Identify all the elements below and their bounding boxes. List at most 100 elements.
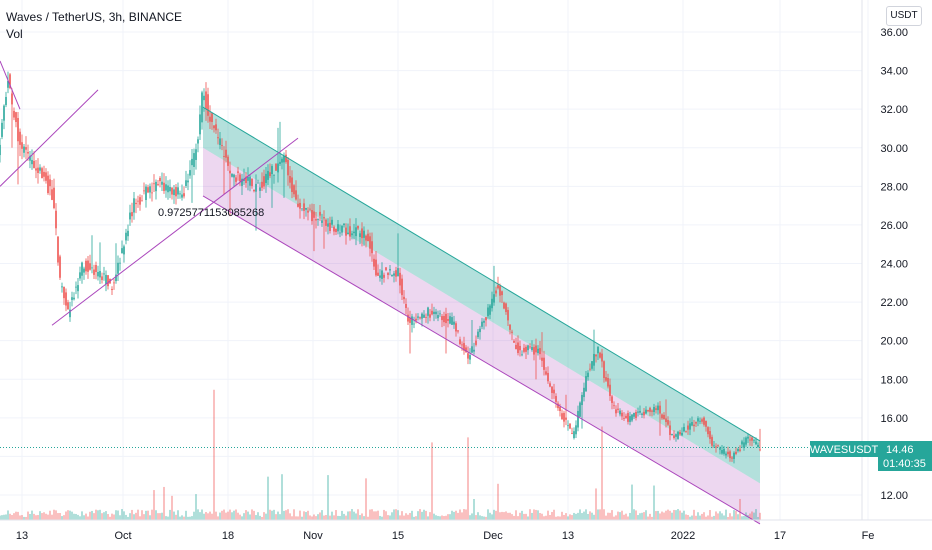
volume-bar — [1, 515, 3, 520]
volume-bar — [65, 511, 67, 520]
price-tag: WAVESUSDT 14.46 01:40:35 — [810, 441, 932, 471]
candle-body — [325, 219, 327, 226]
time-tick-label: Oct — [114, 530, 131, 542]
volume-bar — [171, 495, 173, 520]
candle-body — [397, 268, 399, 277]
trend-line — [51, 137, 299, 326]
volume-bar — [557, 516, 559, 520]
candle-body — [635, 411, 637, 418]
volume-bar — [407, 514, 409, 520]
volume-bar — [615, 515, 617, 520]
candle-body — [759, 449, 761, 451]
candle-body — [367, 233, 369, 242]
candle-body — [231, 173, 233, 177]
candle-body — [699, 420, 701, 422]
volume-bar — [497, 483, 499, 520]
volume-bar — [283, 510, 285, 520]
candle-body — [531, 346, 533, 351]
candle-body — [257, 182, 259, 184]
currency-button[interactable]: USDT — [886, 6, 922, 26]
candle-body — [661, 414, 663, 419]
volume-bar — [383, 509, 385, 520]
volume-bar — [625, 513, 627, 520]
volume-bar — [433, 513, 435, 520]
volume-bar — [285, 510, 287, 520]
volume-bar — [45, 513, 47, 520]
candle-body — [583, 387, 585, 398]
candle-body — [189, 170, 191, 176]
candle-body — [63, 286, 65, 299]
candle-body — [411, 316, 413, 325]
candle-body — [161, 181, 163, 185]
candle-body — [485, 317, 487, 321]
volume-bar — [199, 512, 201, 520]
candle-body — [299, 202, 301, 209]
candle-body — [709, 431, 711, 439]
candle-body — [343, 223, 345, 226]
volume-bar — [89, 511, 91, 520]
candle-body — [393, 273, 395, 276]
candle-body — [721, 449, 723, 454]
candle-body — [235, 177, 237, 182]
volume-bar — [161, 512, 163, 520]
volume-bar — [475, 515, 477, 520]
candle-body — [287, 159, 289, 176]
volume-bar — [667, 509, 669, 520]
volume-bar — [357, 509, 359, 520]
candle-body — [553, 389, 555, 394]
volume-bar — [141, 510, 143, 520]
volume-bar — [655, 511, 657, 520]
time-tick-label: 13 — [562, 530, 574, 542]
volume-bar — [51, 514, 53, 520]
candle-body — [61, 286, 63, 288]
candle-body — [123, 246, 125, 255]
volume-bar — [241, 516, 243, 520]
candle-body — [43, 171, 45, 177]
candle-body — [449, 316, 451, 324]
volume-bar — [169, 509, 171, 520]
volume-bar — [131, 509, 133, 520]
volume-bar — [191, 516, 193, 520]
candle-body — [13, 110, 15, 118]
candle-body — [137, 200, 139, 202]
volume-bar — [189, 516, 191, 520]
candle-body — [729, 451, 731, 459]
volume-bar — [695, 515, 697, 520]
volume-bar — [307, 510, 309, 520]
candle-body — [207, 94, 209, 116]
candle-body — [297, 203, 299, 207]
candle-body — [719, 447, 721, 450]
candle-body — [269, 172, 271, 177]
volume-bar — [147, 510, 149, 520]
candle-body — [31, 159, 33, 165]
volume-bar — [629, 512, 631, 520]
channel-lower-line — [202, 195, 761, 525]
candle-body — [51, 189, 53, 200]
volume-bar — [591, 512, 593, 520]
candle-body — [695, 421, 697, 424]
volume-bar — [523, 513, 525, 520]
volume-bar — [693, 509, 695, 520]
candle-body — [55, 210, 57, 229]
candle-body — [175, 187, 177, 197]
volume-bar — [687, 514, 689, 520]
candle-body — [585, 376, 587, 392]
candle-body — [387, 272, 389, 276]
volume-bar — [97, 510, 99, 520]
volume-bar — [145, 510, 147, 520]
candle-body — [93, 269, 95, 275]
volume-bar — [657, 510, 659, 520]
volume-bar — [335, 510, 337, 520]
volume-bar — [377, 510, 379, 520]
volume-bar — [711, 516, 713, 520]
volume-bar — [427, 516, 429, 520]
candle-body — [487, 307, 489, 317]
candle-body — [599, 352, 601, 358]
candle-body — [637, 411, 639, 413]
volume-bar — [545, 515, 547, 520]
time-axis[interactable]: 13 Oct 18 Nov 15 Dec 13 2022 17 Fe — [0, 519, 932, 542]
volume-bar — [309, 515, 311, 520]
volume-bar — [635, 510, 637, 520]
volume-bar — [511, 514, 513, 520]
